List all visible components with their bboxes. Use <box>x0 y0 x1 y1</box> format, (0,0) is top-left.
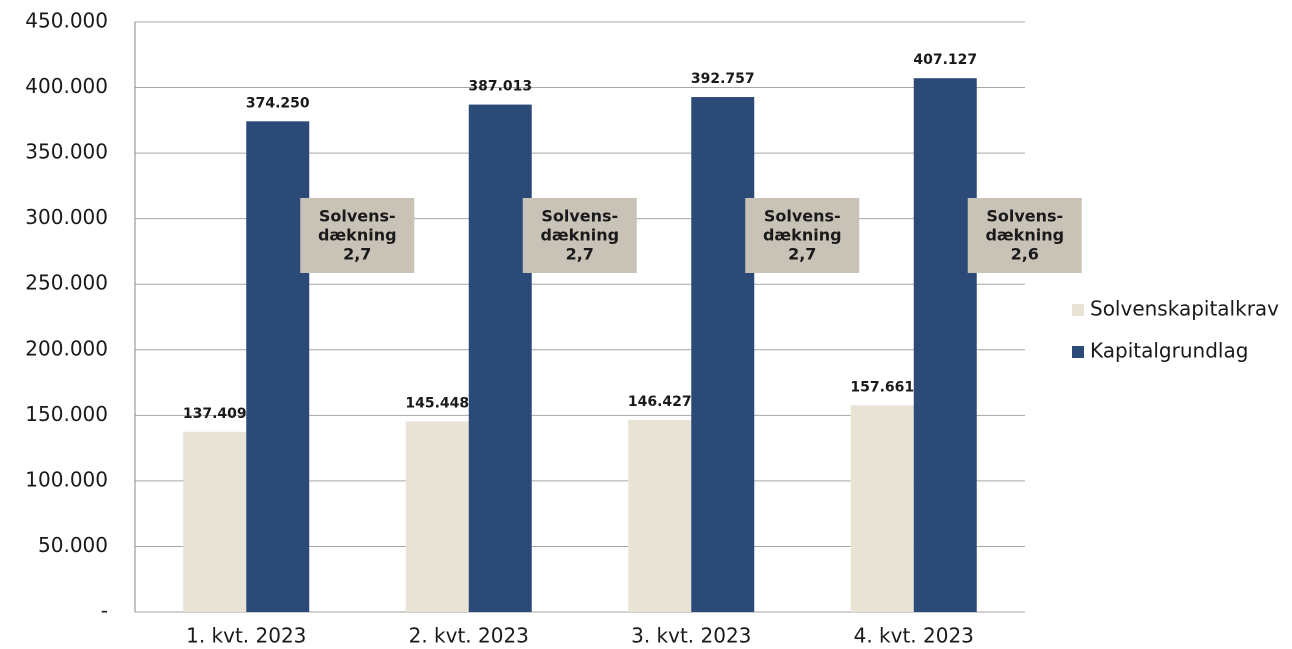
annotation-box <box>522 198 637 273</box>
annotation: 2,7 <box>566 245 594 264</box>
annotation-box <box>300 198 415 273</box>
data-label: 137.409 <box>183 406 247 422</box>
x-tick-label: 2. kvt. 2023 <box>409 624 529 648</box>
data-label: 157.661 <box>850 379 914 395</box>
legend-label: Kapitalgrundlag <box>1090 339 1248 363</box>
annotation-box <box>967 198 1082 273</box>
annotation: dækning <box>985 226 1064 245</box>
annotation: 2,7 <box>788 245 816 264</box>
bar <box>246 121 310 613</box>
x-tick-label: 1. kvt. 2023 <box>186 624 306 648</box>
annotation: Solvens- <box>319 207 396 226</box>
data-label: 374.250 <box>246 95 310 111</box>
y-tick-label: 250.000 <box>25 271 108 295</box>
y-tick-label: 300.000 <box>25 205 108 229</box>
annotation-box <box>745 198 860 273</box>
y-tick-label: 450.000 <box>25 9 108 33</box>
annotation: 2,7 <box>343 245 371 264</box>
annotation: dækning <box>318 226 397 245</box>
y-tick-label: 100.000 <box>25 467 108 491</box>
bar <box>913 78 977 613</box>
y-tick-label: 350.000 <box>25 140 108 164</box>
annotation: Solvens- <box>986 207 1063 226</box>
legend-swatch <box>1072 304 1084 316</box>
y-tick-label: 400.000 <box>25 74 108 98</box>
data-label: 387.013 <box>468 79 532 95</box>
legend-swatch <box>1072 346 1084 358</box>
data-label: 407.127 <box>913 52 977 68</box>
bar <box>628 420 692 612</box>
y-tick-label: 200.000 <box>25 336 108 360</box>
annotation: Solvens- <box>541 207 618 226</box>
bar <box>468 104 532 613</box>
y-tick-label: 50.000 <box>38 533 108 557</box>
data-label: 145.448 <box>405 395 469 411</box>
y-tick-label: 150.000 <box>25 402 108 426</box>
annotation: 2,6 <box>1011 245 1039 264</box>
annotation: Solvens- <box>764 207 841 226</box>
legend-label: Solvenskapitalkrav <box>1090 297 1279 321</box>
data-label: 392.757 <box>691 71 755 87</box>
annotation: dækning <box>540 226 619 245</box>
bar <box>850 405 914 612</box>
bar <box>183 431 247 612</box>
x-tick-label: 3. kvt. 2023 <box>631 624 751 648</box>
bar <box>691 97 755 612</box>
x-tick-label: 4. kvt. 2023 <box>854 624 974 648</box>
y-tick-label: - <box>101 599 108 623</box>
data-label: 146.427 <box>628 394 692 410</box>
bar <box>405 421 469 612</box>
annotation: dækning <box>763 226 842 245</box>
